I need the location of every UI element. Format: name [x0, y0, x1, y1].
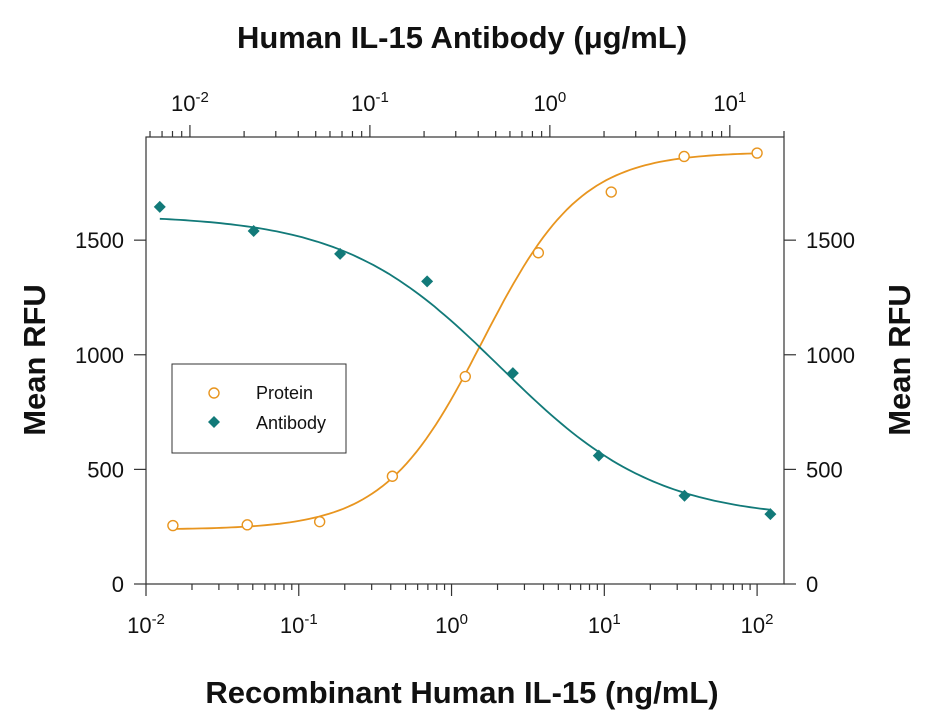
bottom-tick-label-base: 10 — [741, 613, 765, 638]
bottom-tick-label-exponent: 1 — [612, 611, 620, 628]
protein-data-point — [386, 470, 399, 482]
top-tick-label-exponent: -2 — [196, 89, 209, 106]
left-y-tick-label: 1500 — [75, 228, 124, 253]
fit-curves — [159, 152, 771, 530]
top-axis-title: Human IL-15 Antibody (μg/mL) — [237, 20, 687, 55]
antibody-data-point — [153, 200, 166, 213]
legend: Protein Antibody — [171, 363, 347, 454]
legend-antibody-marker — [208, 416, 220, 428]
top-tick-label: 10-2 — [171, 89, 209, 116]
top-tick-label-exponent: 1 — [738, 89, 746, 106]
legend-protein-label: Protein — [256, 383, 313, 403]
protein-fit-curve — [172, 152, 758, 530]
bottom-axis-title: Recombinant Human IL-15 (ng/mL) — [205, 675, 718, 710]
protein-data-point — [678, 150, 690, 163]
bottom-tick-label-base: 10 — [435, 613, 459, 638]
top-tick-label-base: 10 — [351, 91, 375, 116]
protein-data-point — [532, 247, 545, 259]
right-y-tick-label: 1500 — [806, 228, 855, 253]
bottom-tick-label-base: 10 — [127, 613, 151, 638]
left-y-tick-label: 0 — [112, 572, 124, 597]
data-points — [153, 147, 777, 532]
right-y-tick-label: 1000 — [806, 343, 855, 368]
protein-data-point — [605, 186, 617, 198]
top-tick-label-exponent: -1 — [375, 89, 388, 106]
protein-data-point — [241, 519, 253, 531]
bottom-tick-label: 10-1 — [280, 611, 318, 638]
legend-antibody-label: Antibody — [256, 413, 326, 433]
right-y-tick-label: 500 — [806, 457, 843, 482]
bottom-tick-label-exponent: 0 — [460, 611, 468, 628]
antibody-data-point — [506, 367, 519, 380]
bottom-tick-label-base: 10 — [588, 613, 612, 638]
right-axis-title: Mean RFU — [882, 284, 917, 436]
antibody-data-point — [421, 275, 434, 288]
antibody-data-point — [678, 489, 691, 502]
protein-data-point — [167, 519, 179, 532]
antibody-data-point — [334, 247, 347, 260]
bottom-tick-label-exponent: -2 — [152, 611, 165, 628]
top-tick-label-exponent: 0 — [558, 89, 566, 106]
antibody-data-point — [764, 508, 777, 521]
top-tick-label-base: 10 — [533, 91, 557, 116]
top-tick-label: 101 — [713, 89, 746, 116]
bottom-tick-label-exponent: 2 — [765, 611, 773, 628]
antibody-data-point — [592, 449, 605, 462]
left-y-tick-label: 500 — [87, 457, 124, 482]
bottom-tick-label-exponent: -1 — [304, 611, 317, 628]
bottom-tick-label-base: 10 — [280, 613, 304, 638]
antibody-fit-curve — [159, 217, 771, 511]
left-y-tick-label: 1000 — [75, 343, 124, 368]
bottom-tick-label: 100 — [435, 611, 468, 638]
legend-protein-marker — [208, 387, 220, 399]
plot-frame — [145, 136, 785, 585]
top-tick-label-base: 10 — [171, 91, 195, 116]
bottom-tick-label: 101 — [588, 611, 621, 638]
left-axis-title: Mean RFU — [17, 284, 52, 436]
antibody-data-point — [247, 224, 260, 237]
right-y-tick-label: 0 — [806, 572, 818, 597]
top-tick-label: 10-1 — [351, 89, 389, 116]
top-tick-label: 100 — [533, 89, 566, 116]
protein-data-point — [313, 515, 326, 528]
protein-data-point — [751, 147, 763, 159]
protein-data-point — [459, 370, 471, 383]
bottom-tick-label: 10-2 — [127, 611, 165, 638]
top-tick-label-base: 10 — [713, 91, 737, 116]
legend-box — [171, 363, 347, 454]
bottom-tick-label: 102 — [741, 611, 774, 638]
